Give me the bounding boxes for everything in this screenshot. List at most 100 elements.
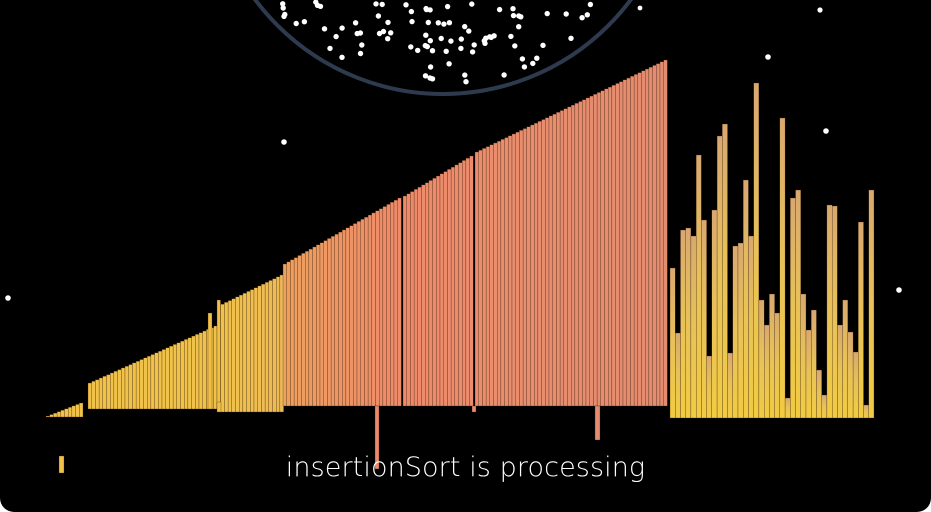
planet-dot xyxy=(293,20,299,27)
planet-dot xyxy=(466,28,472,34)
sorted-bar xyxy=(132,362,137,410)
sorted-bar xyxy=(493,142,498,407)
planet-dot xyxy=(357,50,364,57)
sorted-bar xyxy=(659,61,664,407)
sorted-bar xyxy=(184,339,189,410)
sorted-bar xyxy=(68,407,73,418)
planet-dot xyxy=(469,1,475,7)
unsorted-bar xyxy=(706,355,712,419)
sorted-bar xyxy=(121,367,126,410)
sorted-bar xyxy=(290,259,295,407)
sorted-bar xyxy=(450,166,455,407)
sorted-bar xyxy=(220,304,225,413)
sorted-bar xyxy=(552,113,557,407)
sorted-bar xyxy=(187,337,192,410)
sorted-bar xyxy=(465,158,470,407)
planet-dot xyxy=(415,47,421,54)
planet-dot xyxy=(313,0,319,5)
sorted-bar xyxy=(462,160,467,407)
sorted-bar xyxy=(428,180,433,407)
sorted-bar xyxy=(110,372,115,410)
unsorted-bar xyxy=(769,293,775,419)
sorted-bar xyxy=(489,144,494,407)
sorted-bar xyxy=(519,130,524,407)
unsorted-bar xyxy=(690,235,697,419)
unsorted-bar xyxy=(753,82,760,419)
unsorted-bar xyxy=(842,299,848,419)
sorted-bar xyxy=(482,148,487,407)
planet-dot xyxy=(280,1,286,7)
sorted-bar xyxy=(216,401,222,413)
unsorted-bar xyxy=(743,179,749,419)
planet-dot xyxy=(462,72,468,78)
unsorted-bar xyxy=(816,369,822,419)
sorted-bar xyxy=(393,199,398,407)
sorted-bar xyxy=(585,97,590,407)
sorted-bar xyxy=(511,133,516,407)
star xyxy=(5,295,11,301)
sorted-bar xyxy=(198,332,203,410)
planet-dot xyxy=(518,14,524,20)
planet-dot xyxy=(496,6,503,13)
planet-dot xyxy=(409,18,415,25)
sorted-bar xyxy=(630,76,635,407)
planet-dot xyxy=(519,56,526,62)
planet-dot xyxy=(339,54,345,60)
sorted-bar xyxy=(242,293,247,413)
sorted-bar xyxy=(207,312,213,410)
planet-dot xyxy=(427,75,433,81)
sorted-bar xyxy=(261,283,266,413)
sorted-bar xyxy=(526,126,531,407)
planet-dot xyxy=(376,30,383,37)
sorted-bar xyxy=(79,402,84,418)
sorted-bar xyxy=(216,299,221,413)
unsorted-bar xyxy=(805,329,812,419)
planet-dot xyxy=(544,10,550,17)
sorted-bar xyxy=(439,173,444,407)
star xyxy=(896,287,902,293)
sorted-bar xyxy=(301,253,306,407)
sorted-bar xyxy=(191,335,196,410)
sorted-bar xyxy=(556,112,561,407)
planet-dot xyxy=(579,15,585,21)
sorted-bar xyxy=(386,204,391,407)
sorted-bar xyxy=(367,214,372,407)
sorted-bar xyxy=(64,408,69,418)
sorted-bar xyxy=(91,381,96,410)
sorted-bar xyxy=(257,285,262,413)
sorted-bar xyxy=(154,352,159,410)
sorted-bar xyxy=(421,184,426,407)
planet-dot xyxy=(388,30,394,36)
planet-dot xyxy=(422,42,428,49)
sorted-bar xyxy=(397,197,402,407)
sorted-bar xyxy=(312,246,317,407)
sorted-bar xyxy=(604,88,609,407)
sorted-bar xyxy=(530,124,535,407)
sorted-bar xyxy=(626,77,631,407)
planet-dot xyxy=(469,49,476,55)
unsorted-bar xyxy=(795,189,801,419)
sorted-bar xyxy=(253,287,258,413)
planet-dot xyxy=(510,6,516,12)
sorted-bar xyxy=(637,72,642,407)
sorted-bar xyxy=(508,135,513,407)
planet-dot xyxy=(568,35,574,41)
planet-dot xyxy=(427,38,433,44)
sorted-bar xyxy=(195,334,200,410)
sorted-bar xyxy=(239,294,244,413)
sorted-bar xyxy=(293,257,298,407)
planet-dot xyxy=(446,20,453,26)
planet-dot xyxy=(327,45,333,52)
sorted-bar xyxy=(161,349,166,410)
planet-dot xyxy=(441,21,447,27)
planet-dot xyxy=(521,64,528,70)
sorted-bar xyxy=(338,231,343,407)
planet-dot xyxy=(563,11,569,17)
sorted-bar xyxy=(345,227,350,407)
planet-dot xyxy=(423,32,429,38)
planet-dot xyxy=(321,26,328,32)
unsorted-bar xyxy=(826,204,833,419)
sorted-bar xyxy=(56,411,61,418)
sorted-bar xyxy=(176,342,181,410)
unsorted-bar xyxy=(779,117,786,419)
